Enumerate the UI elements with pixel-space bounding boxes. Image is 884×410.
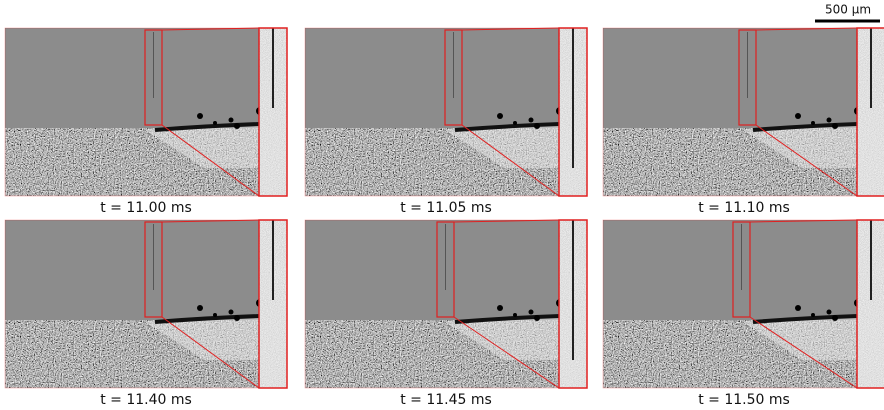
spatter-droplet <box>497 305 503 311</box>
time-label: t = 11.50 ms <box>698 392 790 408</box>
spatter-droplet <box>534 315 540 321</box>
spatter-droplet <box>832 315 838 321</box>
spatter-droplet <box>197 305 203 311</box>
melt-front <box>752 314 859 324</box>
panel-border <box>4 219 288 389</box>
melt-front <box>752 122 859 132</box>
zoom-box <box>738 29 757 126</box>
zoom-line <box>453 219 560 223</box>
spatter-droplet <box>795 305 801 311</box>
scale-label: 500 µm <box>825 3 871 17</box>
spatter-droplet <box>497 113 503 119</box>
panel: t = 11.45 ms <box>304 219 588 408</box>
spatter-droplet <box>213 313 217 317</box>
melt-front <box>154 314 261 324</box>
spatter-droplet <box>197 113 203 119</box>
zoom-line <box>161 219 260 223</box>
zoom-line <box>461 124 560 197</box>
zoom-line <box>755 124 858 197</box>
panel: t = 11.00 ms <box>4 27 288 216</box>
panel-border <box>602 27 884 197</box>
zoom-box <box>436 221 455 318</box>
spatter-droplet <box>534 123 540 129</box>
zoom-line <box>161 27 260 31</box>
panel: t = 11.10 ms <box>602 27 884 216</box>
spatter-droplet <box>811 313 815 317</box>
panel-border <box>304 27 588 197</box>
zoom-line <box>161 316 260 389</box>
panel-border <box>4 27 288 197</box>
spatter-droplet <box>213 121 217 125</box>
melt-front <box>454 122 561 132</box>
melt-region <box>445 315 560 360</box>
panel: t = 11.05 ms <box>304 27 588 216</box>
melt-region <box>145 123 260 168</box>
zoom-line <box>461 27 560 31</box>
spatter-droplet <box>228 309 234 315</box>
inset-border <box>258 27 288 197</box>
inset-border <box>856 219 884 389</box>
inset-border <box>856 27 884 197</box>
zoom-box <box>144 29 163 126</box>
time-label: t = 11.45 ms <box>400 392 492 408</box>
melt-region <box>145 315 260 360</box>
panel-border <box>602 219 884 389</box>
spatter-droplet <box>513 121 517 125</box>
zoom-box <box>144 221 163 318</box>
spatter-droplet <box>528 309 534 315</box>
melt-front <box>454 314 561 324</box>
time-label: t = 11.05 ms <box>400 200 492 216</box>
panel: t = 11.40 ms <box>4 219 288 408</box>
zoom-line <box>453 316 560 389</box>
inset-border <box>258 219 288 389</box>
zoom-line <box>749 316 858 389</box>
panel: t = 11.50 ms <box>602 219 884 408</box>
melt-region <box>743 315 858 360</box>
melt-region <box>445 123 560 168</box>
spatter-droplet <box>234 315 240 321</box>
spatter-droplet <box>811 121 815 125</box>
zoom-box <box>732 221 751 318</box>
spatter-droplet <box>528 117 534 123</box>
spatter-droplet <box>513 313 517 317</box>
zoom-line <box>749 219 858 223</box>
time-label: t = 11.40 ms <box>100 392 192 408</box>
spatter-droplet <box>795 113 801 119</box>
spatter-droplet <box>228 117 234 123</box>
time-label: t = 11.10 ms <box>698 200 790 216</box>
inset-border <box>558 27 588 197</box>
spatter-droplet <box>826 309 832 315</box>
inset-border <box>558 219 588 389</box>
zoom-line <box>161 124 260 197</box>
zoom-line <box>755 27 858 31</box>
time-label: t = 11.00 ms <box>100 200 192 216</box>
spatter-droplet <box>832 123 838 129</box>
melt-front <box>154 122 261 132</box>
zoom-box <box>444 29 463 126</box>
spatter-droplet <box>234 123 240 129</box>
panel-border <box>304 219 588 389</box>
melt-region <box>743 123 858 168</box>
spatter-droplet <box>826 117 832 123</box>
